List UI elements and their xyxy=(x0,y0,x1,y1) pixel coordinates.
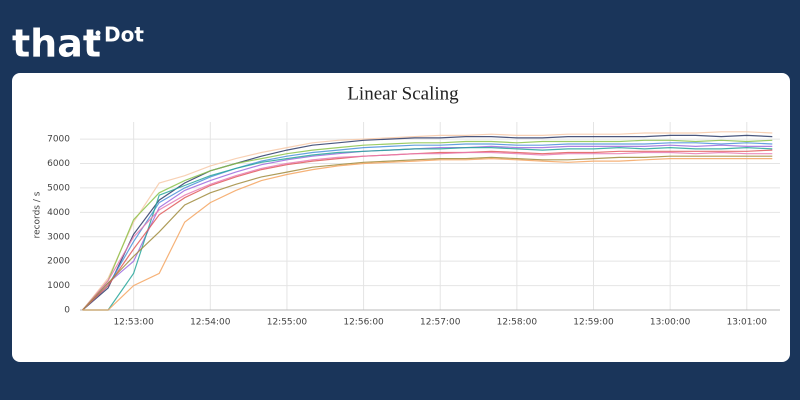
logo-sup: Dot xyxy=(104,23,144,47)
y-tick-label: 2000 xyxy=(47,257,70,267)
series-line xyxy=(82,155,773,311)
plot: 0 1000 2000 3000 4000 5000 6000 7000 12:53:00 12:… xyxy=(47,122,780,328)
x-tick-label: 12:56:00 xyxy=(343,318,384,328)
y-axis-label: records / s xyxy=(33,191,43,238)
chart-title: Linear Scaling xyxy=(347,83,459,104)
y-tick-label: 4000 xyxy=(47,208,70,218)
x-tick-label: 12:58:00 xyxy=(497,318,538,328)
series-line xyxy=(82,151,773,311)
y-tick-label: 3000 xyxy=(47,232,70,242)
x-tick-label: 12:59:00 xyxy=(573,318,614,328)
y-tick-label: 5000 xyxy=(47,183,70,193)
y-tick-label: 0 xyxy=(64,306,70,316)
x-tick-label: 13:00:00 xyxy=(650,318,691,328)
logo-main: that xyxy=(12,22,101,66)
series-line xyxy=(82,139,773,311)
y-tick-label: 7000 xyxy=(47,135,70,145)
series-line xyxy=(82,134,773,311)
x-tick-label: 12:53:00 xyxy=(113,318,154,328)
series-line xyxy=(82,157,773,311)
y-tick-label: 1000 xyxy=(47,281,70,291)
y-tick-label: 6000 xyxy=(47,159,70,169)
x-tick-label: 12:57:00 xyxy=(420,318,461,328)
x-tick-label: 12:55:00 xyxy=(267,318,308,328)
series-line xyxy=(82,131,773,311)
series-line xyxy=(82,146,773,311)
series-line xyxy=(82,144,773,311)
logo-dot xyxy=(95,30,101,36)
card xyxy=(12,73,790,362)
series-line xyxy=(82,142,773,311)
x-tick-label: 13:01:00 xyxy=(727,318,768,328)
x-tick-label: 12:54:00 xyxy=(190,318,231,328)
